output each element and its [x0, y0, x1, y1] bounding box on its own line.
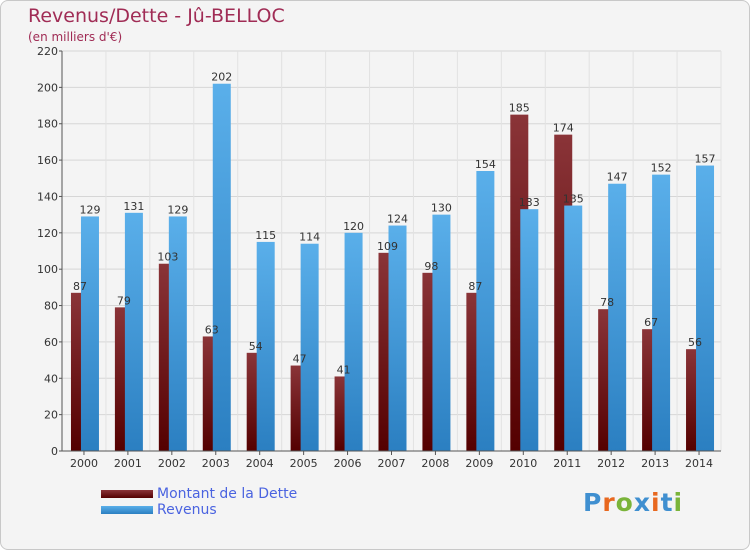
value-label-revenus: 147 [607, 171, 628, 184]
logo-letter: o [615, 488, 634, 517]
y-tick-label: 140 [37, 190, 58, 203]
x-tick-label: 2013 [641, 457, 669, 470]
value-label-revenus: 120 [343, 220, 364, 233]
x-tick-label: 2000 [70, 457, 98, 470]
bar-revenus [476, 171, 495, 451]
x-tick-label: 2009 [465, 457, 493, 470]
bar-revenus [520, 209, 539, 451]
value-label-revenus: 135 [563, 193, 584, 206]
x-tick-label: 2014 [685, 457, 713, 470]
logo-letter: r [602, 488, 616, 517]
value-label-dette: 47 [293, 353, 307, 366]
value-label-dette: 67 [644, 316, 658, 329]
x-tick-label: 2006 [334, 457, 362, 470]
proxiti-logo: Proxiti [583, 488, 683, 517]
x-tick-label: 2001 [114, 457, 142, 470]
value-label-revenus: 124 [387, 213, 408, 226]
bar-revenus [344, 232, 363, 451]
legend-swatch-dette [101, 490, 153, 498]
chart-subtitle: (en milliers d'€) [28, 30, 123, 44]
value-label-revenus: 152 [651, 162, 672, 175]
value-label-revenus: 133 [519, 196, 540, 209]
value-label-dette: 103 [157, 251, 178, 264]
logo-letter: i [651, 488, 661, 517]
value-label-dette: 87 [73, 280, 87, 293]
y-tick-label: 0 [51, 445, 58, 458]
bar-revenus [168, 216, 187, 451]
value-label-revenus: 131 [123, 200, 144, 213]
y-tick-label: 220 [37, 45, 58, 58]
y-tick-label: 160 [37, 154, 58, 167]
logo-letter: t [660, 488, 674, 517]
x-tick-label: 2002 [158, 457, 186, 470]
value-label-dette: 109 [377, 240, 398, 253]
chart-title: Revenus/Dette - Jû-BELLOC [28, 5, 285, 27]
bar-revenus [696, 165, 715, 451]
value-label-dette: 79 [117, 294, 131, 307]
logo-letter: i [673, 488, 684, 517]
bar-revenus [388, 225, 407, 451]
legend-label-revenus: Revenus [157, 502, 217, 518]
y-tick-label: 80 [44, 300, 58, 313]
y-tick-label: 40 [44, 372, 58, 385]
y-tick-label: 20 [44, 409, 58, 422]
x-tick-label: 2005 [290, 457, 318, 470]
x-tick-label: 2004 [246, 457, 274, 470]
value-label-revenus: 115 [255, 229, 276, 242]
x-tick-label: 2008 [421, 457, 449, 470]
logo-letter: P [583, 488, 603, 517]
bar-revenus [80, 216, 99, 451]
value-label-dette: 54 [249, 340, 263, 353]
value-label-dette: 87 [468, 280, 482, 293]
value-label-revenus: 154 [475, 158, 496, 171]
value-label-dette: 78 [600, 296, 614, 309]
bar-revenus [256, 241, 275, 451]
logo-letter: x [633, 488, 651, 517]
bar-revenus [564, 205, 583, 451]
x-tick-label: 2003 [202, 457, 230, 470]
value-label-revenus: 202 [211, 71, 232, 84]
value-labels: 87 129 79 131 103 129 63 202 54 115 47 114 41 120 109 1… [73, 71, 716, 377]
bars [70, 83, 715, 452]
value-label-revenus: 129 [79, 203, 100, 216]
axes: 0 20 40 60 80 100 120 140 160 180 200 220 2000 2001 20… [37, 45, 721, 470]
bar-revenus [124, 212, 143, 451]
y-tick-label: 60 [44, 336, 58, 349]
bar-revenus [608, 183, 627, 451]
bar-revenus [300, 243, 319, 451]
x-tick-label: 2011 [553, 457, 581, 470]
legend-swatch-revenus [101, 506, 153, 514]
y-tick-label: 100 [37, 263, 58, 276]
bar-revenus [212, 83, 231, 452]
value-label-dette: 41 [337, 363, 351, 376]
value-label-dette: 185 [509, 102, 530, 115]
bar-revenus [652, 174, 671, 452]
y-tick-label: 120 [37, 227, 58, 240]
x-tick-label: 2012 [597, 457, 625, 470]
legend-label-dette: Montant de la Dette [157, 486, 298, 502]
value-label-revenus: 130 [431, 202, 452, 215]
bar-revenus [432, 214, 451, 451]
value-label-dette: 98 [424, 260, 438, 273]
value-label-revenus: 157 [695, 153, 716, 166]
y-tick-label: 200 [37, 81, 58, 94]
x-tick-label: 2007 [378, 457, 406, 470]
x-tick-label: 2010 [509, 457, 537, 470]
value-label-dette: 174 [553, 122, 574, 135]
value-label-revenus: 114 [299, 231, 320, 244]
y-tick-label: 180 [37, 118, 58, 131]
value-label-dette: 63 [205, 323, 219, 336]
value-label-revenus: 129 [167, 203, 188, 216]
value-label-dette: 56 [688, 336, 702, 349]
